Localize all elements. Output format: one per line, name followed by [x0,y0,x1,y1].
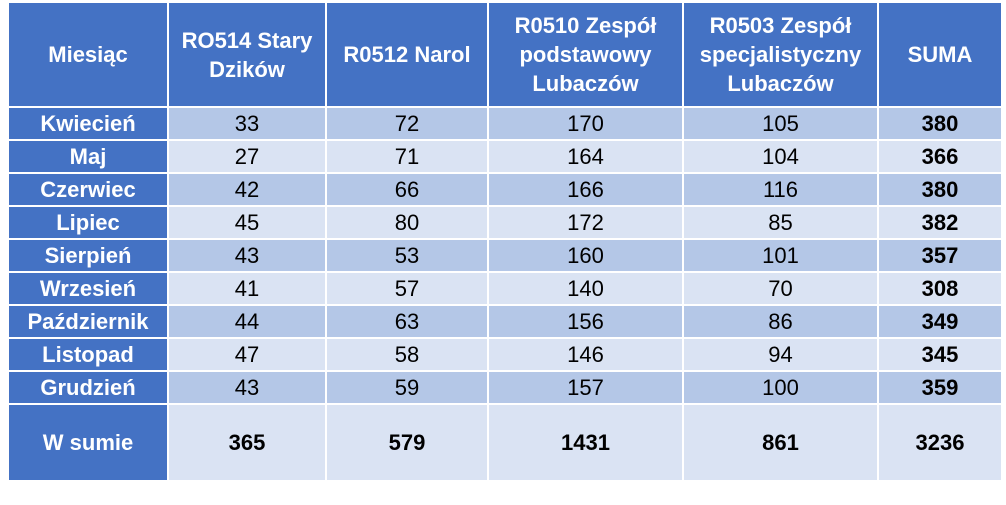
table-row: Maj 27 71 164 104 366 [7,139,1003,174]
value-cell: 380 [877,106,1003,141]
header-cell: Miesiąc [7,1,169,108]
value-cell: 86 [682,304,879,339]
value-cell: 45 [167,205,327,240]
value-cell: 166 [487,172,684,207]
table-head: Miesiąc RO514 Stary Dzików R0512 Narol R051… [7,1,1003,108]
value-cell: 47 [167,337,327,372]
value-cell: 80 [325,205,489,240]
header-row: Miesiąc RO514 Stary Dzików R0512 Narol R051… [7,1,1003,108]
table-row: Wrzesień 41 57 140 70 308 [7,271,1003,306]
month-cell: Październik [7,304,169,339]
value-cell: 349 [877,304,1003,339]
value-cell: 140 [487,271,684,306]
table-row: Listopad 47 58 146 94 345 [7,337,1003,372]
value-cell: 85 [682,205,879,240]
value-cell: 42 [167,172,327,207]
value-cell: 66 [325,172,489,207]
value-cell: 104 [682,139,879,174]
value-cell: 382 [877,205,1003,240]
value-cell: 58 [325,337,489,372]
month-cell: Kwiecień [7,106,169,141]
total-label: W sumie [7,403,169,482]
value-cell: 53 [325,238,489,273]
value-cell: 63 [325,304,489,339]
value-cell: 101 [682,238,879,273]
value-cell: 43 [167,370,327,405]
header-cell: SUMA [877,1,1003,108]
value-cell: 172 [487,205,684,240]
value-cell: 164 [487,139,684,174]
table-row: Grudzień 43 59 157 100 359 [7,370,1003,405]
value-cell: 357 [877,238,1003,273]
total-cell: 1431 [487,403,684,482]
total-cell: 861 [682,403,879,482]
value-cell: 57 [325,271,489,306]
value-cell: 27 [167,139,327,174]
table-row: Październik 44 63 156 86 349 [7,304,1003,339]
total-row: W sumie 365 579 1431 861 3236 [7,403,1003,482]
value-cell: 366 [877,139,1003,174]
value-cell: 33 [167,106,327,141]
header-cell: RO514 Stary Dzików [167,1,327,108]
table-row: Lipiec 45 80 172 85 382 [7,205,1003,240]
value-cell: 116 [682,172,879,207]
value-cell: 44 [167,304,327,339]
value-cell: 308 [877,271,1003,306]
table-row: Czerwiec 42 66 166 116 380 [7,172,1003,207]
month-cell: Grudzień [7,370,169,405]
month-cell: Wrzesień [7,271,169,306]
table-row: Kwiecień 33 72 170 105 380 [7,106,1003,141]
month-cell: Czerwiec [7,172,169,207]
month-cell: Maj [7,139,169,174]
table-body: Kwiecień 33 72 170 105 380 Maj 27 71 164 104 366 Cze… [7,106,1003,482]
value-cell: 160 [487,238,684,273]
total-cell: 3236 [877,403,1003,482]
data-table: Miesiąc RO514 Stary Dzików R0512 Narol R051… [7,1,1003,482]
value-cell: 72 [325,106,489,141]
total-cell: 579 [325,403,489,482]
value-cell: 157 [487,370,684,405]
value-cell: 345 [877,337,1003,372]
value-cell: 146 [487,337,684,372]
month-cell: Lipiec [7,205,169,240]
header-cell: R0512 Narol [325,1,489,108]
total-cell: 365 [167,403,327,482]
value-cell: 43 [167,238,327,273]
value-cell: 380 [877,172,1003,207]
header-cell: R0510 Zespół podstawowy Lubaczów [487,1,684,108]
value-cell: 94 [682,337,879,372]
value-cell: 70 [682,271,879,306]
table-row: Sierpień 43 53 160 101 357 [7,238,1003,273]
value-cell: 71 [325,139,489,174]
value-cell: 170 [487,106,684,141]
month-cell: Listopad [7,337,169,372]
value-cell: 41 [167,271,327,306]
value-cell: 156 [487,304,684,339]
value-cell: 100 [682,370,879,405]
value-cell: 105 [682,106,879,141]
header-cell: R0503 Zespół specjalistyczny Lubaczów [682,1,879,108]
value-cell: 59 [325,370,489,405]
month-cell: Sierpień [7,238,169,273]
value-cell: 359 [877,370,1003,405]
